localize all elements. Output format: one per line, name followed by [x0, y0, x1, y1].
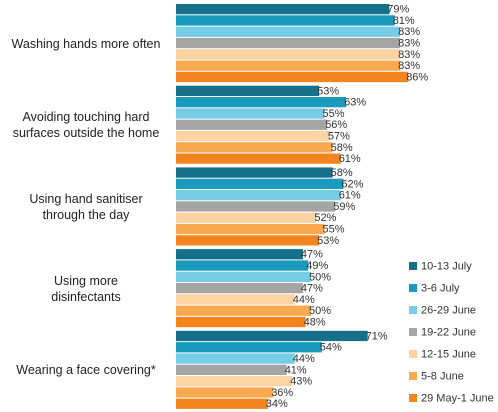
bar	[176, 376, 293, 387]
value-label: 41%	[285, 364, 307, 376]
bar	[176, 316, 306, 328]
value-label: 53%	[317, 85, 339, 97]
legend-label: 5-8 June	[421, 370, 464, 382]
bar	[176, 387, 274, 398]
bar	[176, 260, 309, 271]
value-label: 81%	[393, 15, 415, 27]
value-label: 83%	[398, 37, 420, 49]
value-label: 44%	[293, 294, 315, 306]
value-label: 71%	[366, 330, 388, 342]
legend-label: 10-13 July	[421, 260, 472, 272]
value-label: 57%	[328, 130, 350, 142]
value-label: 61%	[339, 190, 361, 202]
bar	[176, 294, 295, 305]
bar	[176, 108, 325, 119]
value-label: 44%	[293, 353, 315, 365]
category-label: Using hand sanitiser through the day	[29, 191, 143, 222]
value-label: 59%	[333, 201, 355, 213]
bar	[176, 167, 333, 178]
legend-label: 12-15 June	[421, 348, 476, 360]
value-label: 50%	[309, 271, 331, 283]
value-label: 86%	[406, 71, 428, 83]
bar	[176, 190, 341, 201]
bar	[176, 85, 320, 96]
category-label: Washing hands more often	[11, 36, 161, 51]
bar	[176, 37, 401, 49]
legend-swatch	[409, 350, 417, 358]
bar	[176, 305, 311, 316]
value-label: 56%	[325, 119, 347, 131]
bar	[176, 364, 287, 375]
value-label: 58%	[331, 142, 353, 154]
value-label: 83%	[398, 49, 420, 61]
bar	[176, 212, 317, 223]
value-label: 53%	[317, 235, 339, 247]
bar	[176, 271, 311, 282]
value-label: 47%	[301, 249, 323, 261]
legend-label: 3-6 July	[421, 282, 460, 294]
value-label: 79%	[387, 4, 409, 16]
bar	[176, 178, 344, 189]
bar	[176, 26, 401, 37]
value-label: 83%	[398, 60, 420, 72]
value-label: 58%	[331, 167, 353, 179]
category-label: Wearing a face covering*	[16, 363, 156, 378]
bar	[176, 283, 303, 294]
value-label: 52%	[314, 212, 336, 224]
bar	[176, 119, 328, 130]
legend-swatch	[409, 372, 417, 380]
value-label: 62%	[341, 178, 363, 190]
bar	[176, 49, 401, 60]
value-label: 63%	[344, 97, 366, 109]
value-label: 47%	[301, 283, 323, 295]
value-label: 55%	[323, 108, 345, 120]
value-label: 54%	[320, 342, 342, 354]
bar	[176, 4, 390, 15]
bar	[176, 223, 325, 235]
bar	[176, 130, 330, 142]
bar	[176, 330, 368, 342]
legend-label: 19-22 June	[421, 326, 476, 338]
bar	[176, 235, 320, 246]
bar	[176, 398, 268, 409]
bar	[176, 201, 336, 212]
value-label: 34%	[266, 398, 288, 410]
bar	[176, 342, 322, 353]
category-label: Using more disinfectants	[51, 273, 121, 304]
bar	[176, 142, 333, 153]
value-label: 36%	[271, 387, 293, 399]
legend-swatch	[409, 262, 417, 270]
bar	[176, 71, 409, 83]
bar	[176, 153, 341, 164]
value-label: 49%	[306, 260, 328, 272]
bar	[176, 15, 395, 26]
legend-swatch	[409, 394, 417, 402]
value-label: 55%	[323, 223, 345, 235]
legend-label: 26-29 June	[421, 304, 476, 316]
legend-swatch	[409, 328, 417, 336]
bar	[176, 249, 303, 260]
legend-label: 29 May-1 June	[421, 392, 494, 404]
value-label: 48%	[304, 316, 326, 328]
bar	[176, 353, 295, 364]
legend-swatch	[409, 284, 417, 292]
legend-swatch	[409, 306, 417, 314]
bar	[176, 97, 347, 108]
value-label: 61%	[339, 153, 361, 165]
value-label: 83%	[398, 26, 420, 38]
category-label: Avoiding touching hard surfaces outside …	[12, 110, 160, 141]
bar	[176, 60, 401, 71]
value-label: 43%	[290, 376, 312, 388]
value-label: 50%	[309, 305, 331, 317]
